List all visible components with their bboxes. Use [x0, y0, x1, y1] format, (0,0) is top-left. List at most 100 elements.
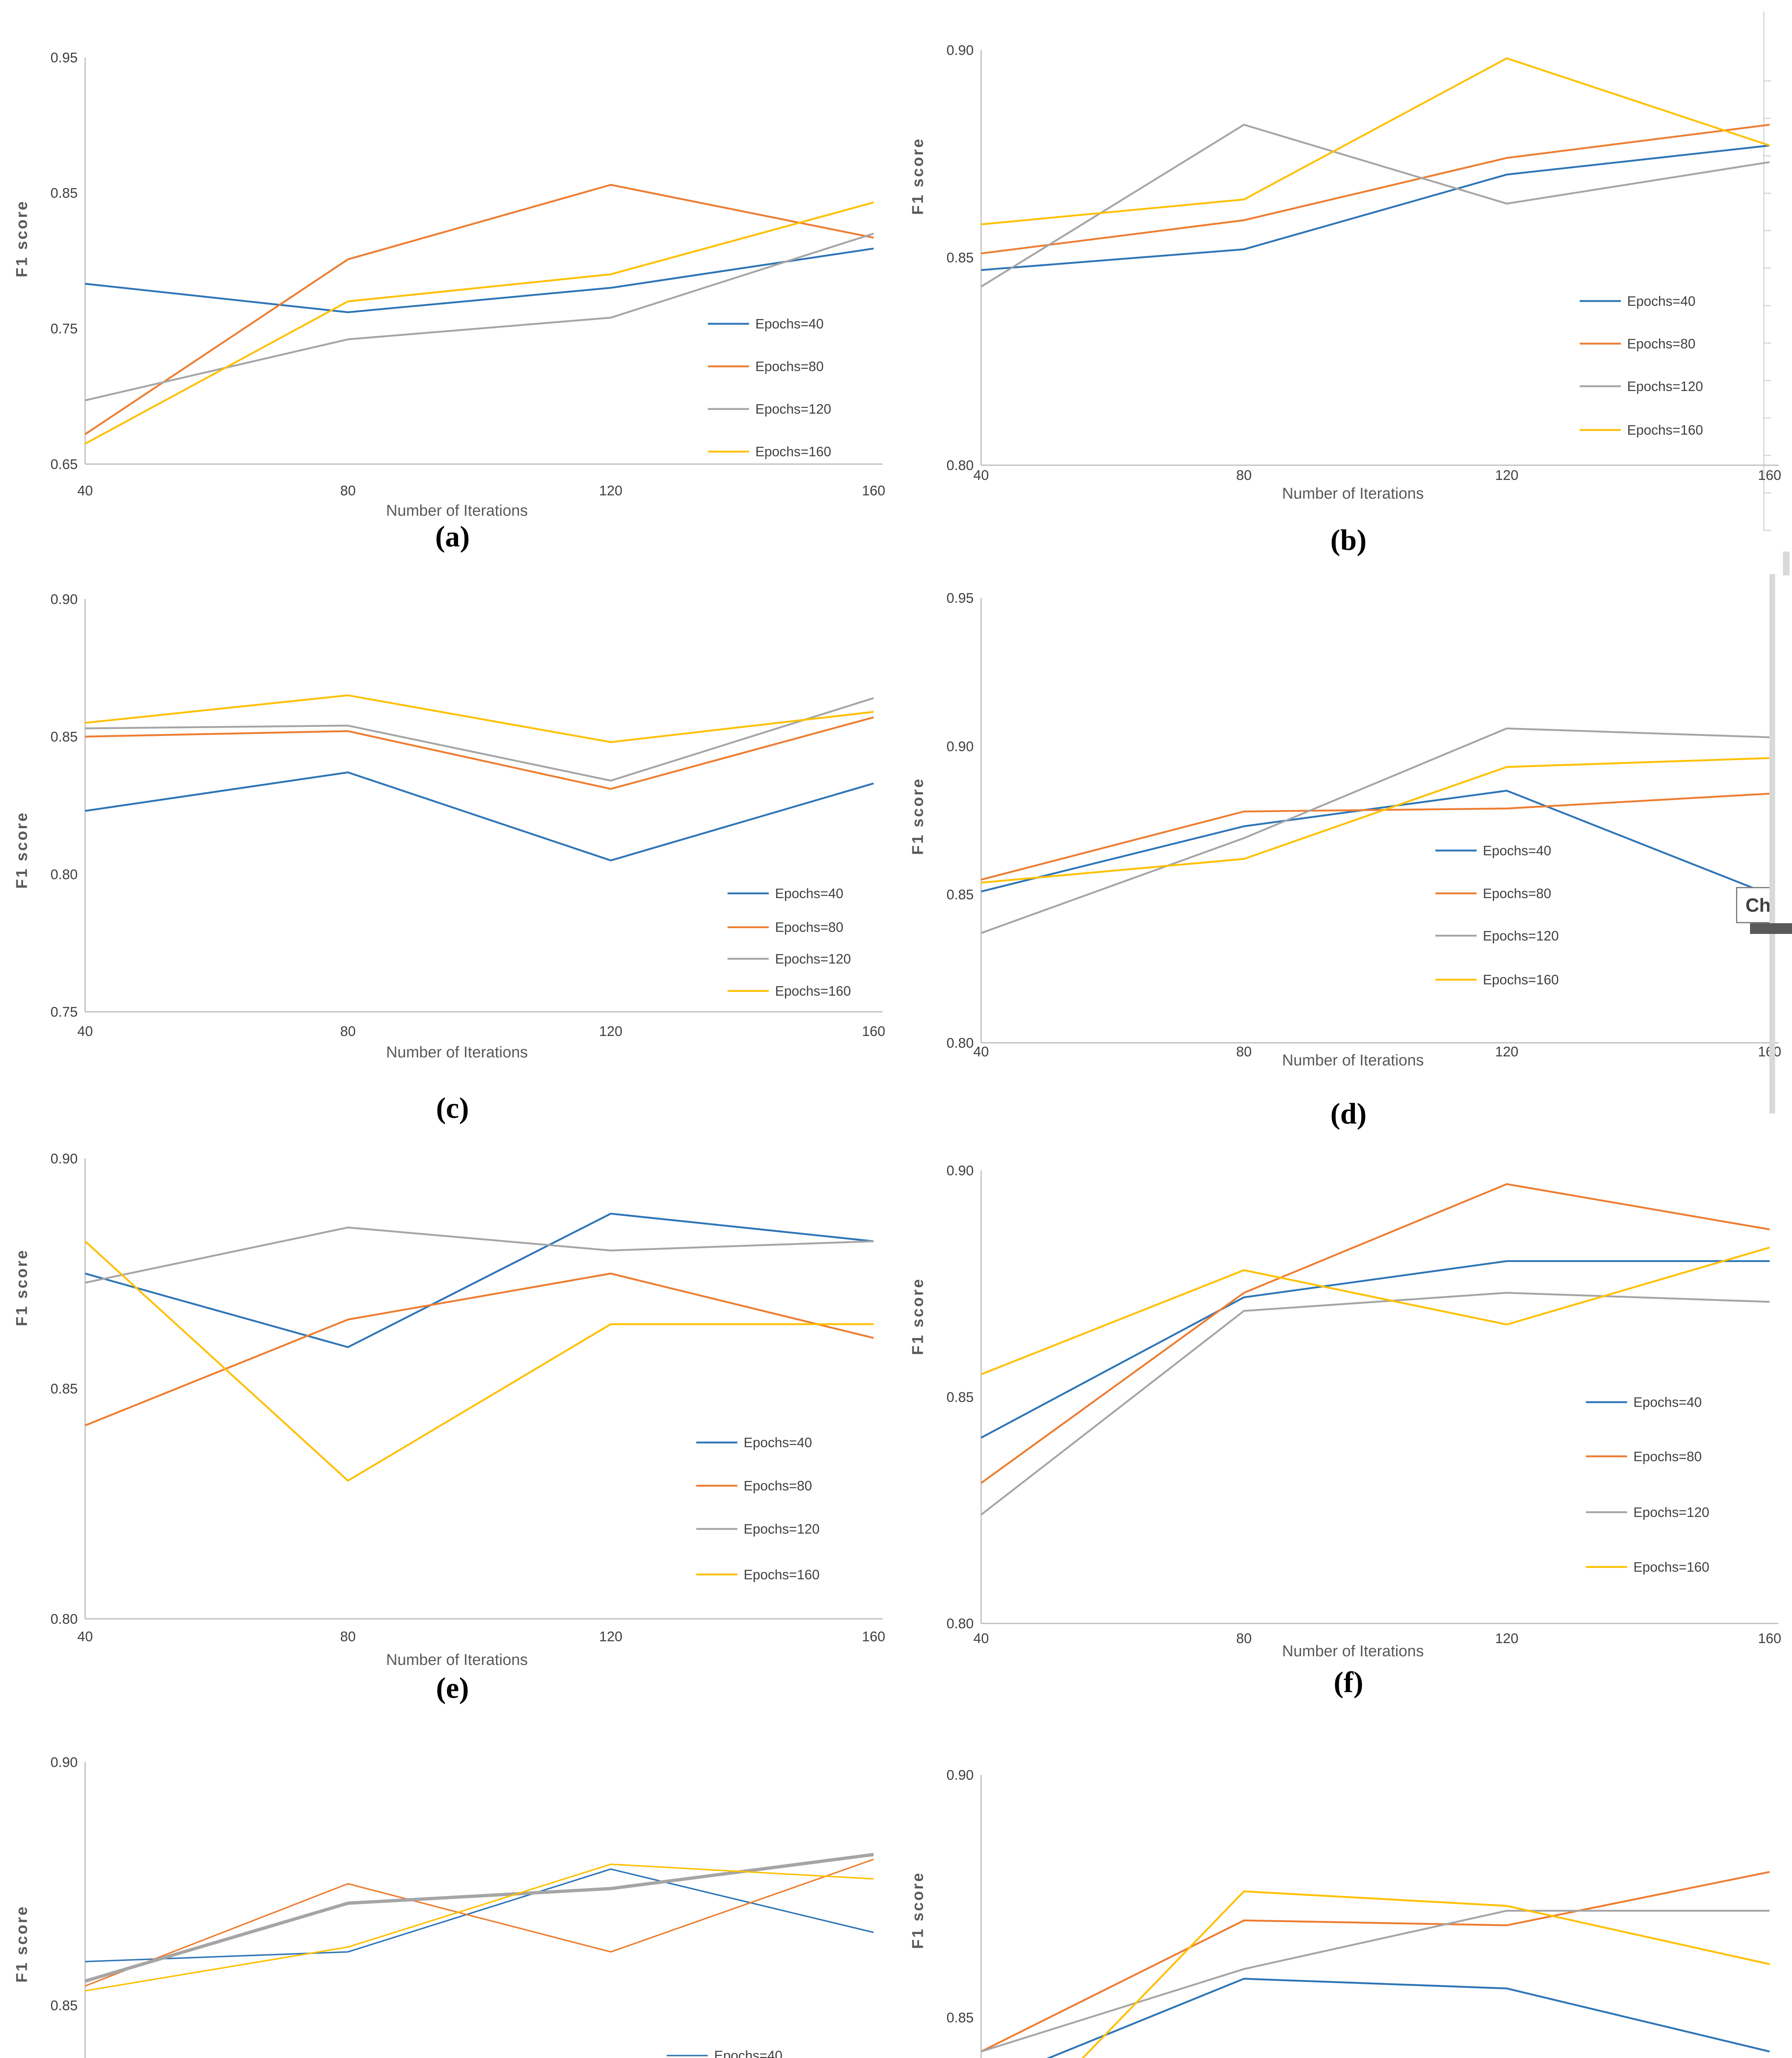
series-line-epochs-40	[981, 144, 1770, 271]
x-axis-title: Number of Iterations	[386, 1651, 528, 1669]
ruler-tick	[1764, 342, 1771, 344]
series-line-epochs-160	[1081, 1890, 1770, 2058]
x-axis-title: Number of Iterations	[386, 502, 528, 519]
y-axis-title: F1 score	[13, 811, 30, 889]
x-tick-label: 160	[862, 483, 885, 498]
x-tick-label: 120	[599, 1024, 623, 1039]
ruler-tick	[1764, 417, 1771, 419]
legend-label-epochs-160: Epochs=160	[775, 983, 851, 999]
series-line-epochs-80	[84, 184, 874, 435]
legend-label-epochs-120: Epochs=120	[1634, 1505, 1709, 1520]
legend-label-epochs-120: Epochs=120	[1483, 928, 1559, 943]
series-line-epochs-120	[85, 1226, 874, 1284]
series-line-epochs-40	[85, 247, 874, 313]
chart-a: 0.95 0.85 0.75 0.65 40 80 120 160 Number of Iter…	[0, 0, 896, 568]
series-line-epochs-160	[981, 57, 1770, 226]
ruler-tick	[1764, 305, 1771, 306]
chart-c: 0.90 0.85 0.80 0.75 40 80 120 160 Number of Iter…	[0, 568, 896, 1132]
y-tick-label: 0.90	[51, 1755, 78, 1770]
x-tick-label: 120	[1495, 1044, 1519, 1059]
series-line-epochs-120	[85, 697, 874, 782]
x-tick-label: 40	[77, 1024, 93, 1039]
series-line-epochs-40	[980, 1260, 1770, 1439]
chart-e-svg: 0.90 0.85 0.80 40 80 120 160 Number of Iteratio…	[13, 1151, 885, 1704]
y-tick-label: 0.75	[51, 1004, 78, 1020]
series-line-epochs-40	[85, 1868, 874, 1963]
x-tick-label: 120	[1495, 468, 1519, 483]
y-axis-title: F1 score	[13, 1249, 30, 1326]
ruler-tick	[1764, 230, 1771, 231]
legend-label-epochs-40: Epochs=40	[1483, 843, 1551, 858]
y-axis-title: F1 score	[909, 137, 926, 215]
y-tick-label: 0.85	[51, 1998, 78, 2014]
series-line-epochs-120	[980, 1292, 1770, 1516]
y-axis-title: F1 score	[13, 200, 30, 277]
series-line-epochs-80	[981, 792, 1770, 881]
series-line-epochs-160	[981, 757, 1770, 884]
legend-label-epochs-120: Epochs=120	[744, 1521, 819, 1537]
legend-label-epochs-160: Epochs=160	[1634, 1560, 1709, 1575]
ruler-tick	[1764, 380, 1771, 381]
y-tick-label: 0.85	[947, 250, 974, 266]
series-line-epochs-160	[85, 1863, 874, 1992]
x-tick-label: 40	[77, 1629, 93, 1645]
ruler-tick	[1764, 530, 1771, 531]
series-line-epochs-80	[85, 1858, 874, 1987]
y-axis-title: F1 score	[909, 778, 926, 855]
worksheet-edge-ruler	[1763, 12, 1764, 531]
x-tick-label: 80	[340, 1024, 356, 1039]
legend-label-epochs-40: Epochs=40	[714, 2048, 782, 2058]
x-tick-label: 80	[340, 1629, 356, 1645]
series-line-epochs-40	[85, 771, 874, 861]
ruler-tick	[1764, 193, 1771, 194]
legend-label-epochs-160: Epochs=160	[1483, 972, 1559, 987]
series-line-epochs-120	[85, 233, 874, 401]
legend-label-epochs-40: Epochs=40	[755, 316, 824, 331]
series-line-epochs-40	[981, 789, 1770, 896]
x-axis-title: Number of Iterations	[1282, 1052, 1424, 1069]
subfigure-caption-e: (e)	[436, 1672, 469, 1704]
x-tick-label: 40	[77, 483, 93, 498]
y-tick-label: 0.65	[51, 456, 78, 472]
x-tick-label: 80	[1236, 468, 1252, 483]
x-axis-title: Number of Iterations	[1282, 485, 1424, 503]
ruler-tick	[1764, 155, 1771, 156]
y-axis-title: F1 score	[909, 1872, 926, 1949]
y-tick-label: 0.90	[947, 739, 974, 754]
x-axis-title: Number of Iterations	[1282, 1643, 1424, 1660]
ruler-tick	[1764, 455, 1771, 456]
legend-label-epochs-80: Epochs=80	[1627, 336, 1695, 351]
x-tick-label: 40	[973, 468, 989, 483]
y-tick-label: 0.75	[51, 321, 78, 337]
y-tick-label: 0.85	[51, 729, 78, 745]
x-tick-label: 80	[1236, 1044, 1252, 1059]
x-tick-label: 80	[1236, 1631, 1252, 1646]
y-tick-label: 0.80	[51, 1611, 78, 1627]
series-line-epochs-120	[981, 1909, 1770, 2053]
y-tick-label: 0.85	[947, 2010, 974, 2026]
x-tick-label: 160	[1758, 1631, 1781, 1646]
legend-label-epochs-40: Epochs=40	[744, 1435, 812, 1450]
series-line-epochs-160	[85, 694, 874, 743]
y-tick-label: 0.85	[51, 186, 78, 201]
legend-label-epochs-80: Epochs=80	[775, 920, 843, 935]
x-tick-label: 120	[599, 1629, 623, 1645]
ruler-tick	[1764, 80, 1771, 81]
legend-label-epochs-80: Epochs=80	[744, 1478, 812, 1493]
legend-label-epochs-120: Epochs=120	[775, 951, 851, 966]
legend-label-epochs-40: Epochs=40	[1634, 1395, 1702, 1410]
scrollbar-chip	[1783, 552, 1790, 575]
x-tick-label: 120	[1495, 1631, 1519, 1646]
y-axis-title: F1 score	[909, 1278, 926, 1355]
y-tick-label: 0.90	[51, 1151, 78, 1166]
legend-label-epochs-160: Epochs=160	[744, 1567, 819, 1582]
series-line-epochs-40	[1046, 1978, 1770, 2058]
legend-label-epochs-160: Epochs=160	[1627, 422, 1703, 438]
series-line-epochs-80	[980, 1871, 1770, 2053]
y-tick-label: 0.80	[947, 458, 974, 473]
